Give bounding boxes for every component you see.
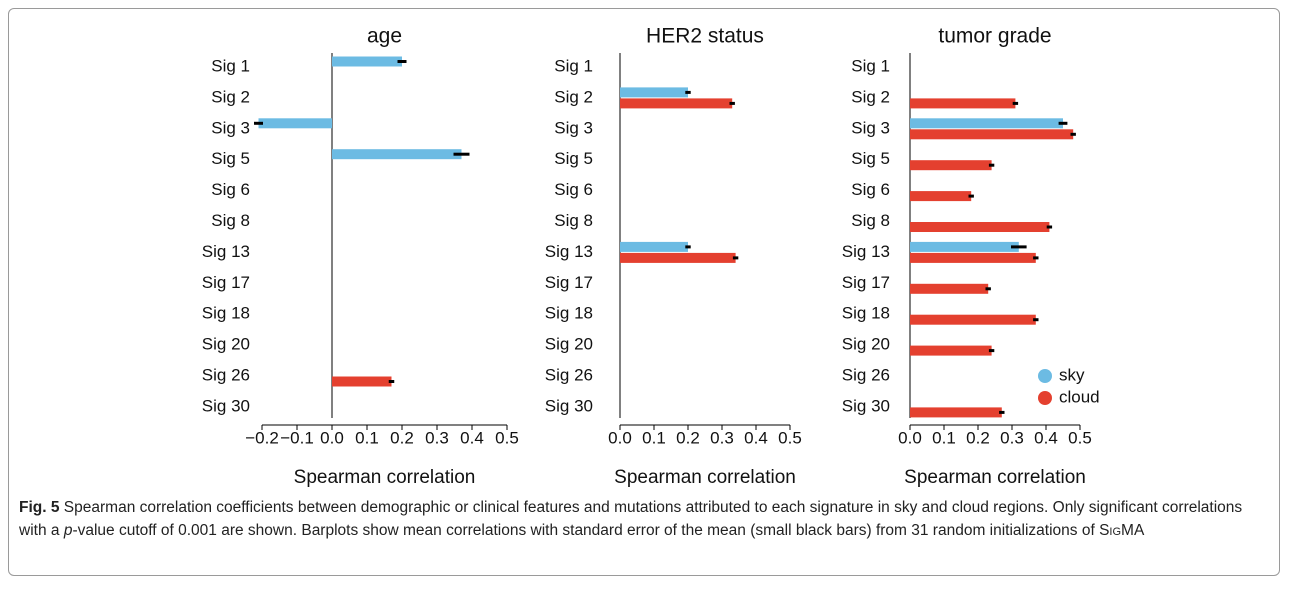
y-tick-label: Sig 8 xyxy=(851,211,890,230)
x-tick-label: 0.5 xyxy=(1068,428,1092,447)
x-tick-label: 0.3 xyxy=(425,428,449,447)
bar xyxy=(910,252,1036,263)
y-tick-label: Sig 30 xyxy=(842,396,890,415)
legend-label: cloud xyxy=(1059,387,1100,406)
bar xyxy=(910,222,1050,232)
bar xyxy=(910,283,989,294)
x-tick-label: 0.5 xyxy=(495,428,519,447)
y-tick-label: Sig 26 xyxy=(842,365,890,384)
bar xyxy=(910,118,1063,129)
caption-label: Fig. 5 xyxy=(19,499,60,516)
legend-label: sky xyxy=(1059,365,1085,384)
y-tick-label: Sig 30 xyxy=(545,396,593,415)
y-tick-label: Sig 2 xyxy=(554,87,593,106)
figure: age Spearman correlation −0.2 −0.1 0.0 0.1 0.2… xyxy=(202,25,1100,488)
bar xyxy=(910,129,1074,140)
x-tick-label: 0.5 xyxy=(778,428,802,447)
x-tick-label: 0.3 xyxy=(710,428,734,447)
caption-software: SigMA xyxy=(1099,522,1145,539)
y-tick-label: Sig 30 xyxy=(202,396,250,415)
y-tick-label: Sig 18 xyxy=(545,304,593,323)
x-tick-label: −0.1 xyxy=(280,428,314,447)
caption-text: Spearman correlation coefficients betwee… xyxy=(19,499,1243,539)
x-axis-label: Spearman correlation xyxy=(614,467,796,488)
legend-marker xyxy=(1038,391,1052,405)
chart-title: age xyxy=(367,25,402,48)
y-tick-label: Sig 13 xyxy=(842,242,890,261)
y-tick-label: Sig 2 xyxy=(211,87,250,106)
y-tick-label: Sig 20 xyxy=(202,335,250,354)
y-tick-label: Sig 20 xyxy=(842,335,890,354)
x-tick-label: 0.4 xyxy=(1034,428,1058,447)
y-tick-label: Sig 1 xyxy=(851,56,890,75)
y-tick-label: Sig 17 xyxy=(202,273,250,292)
bar xyxy=(910,191,972,202)
caption-text: -value cutoff of 0.001 are shown. Barplo… xyxy=(72,522,1100,539)
bar xyxy=(620,98,733,109)
y-tick-label: Sig 6 xyxy=(211,180,250,199)
x-tick-label: 0.0 xyxy=(898,428,922,447)
bar xyxy=(332,149,462,160)
x-tick-label: 0.4 xyxy=(460,428,484,447)
y-tick-label: Sig 18 xyxy=(842,304,890,323)
x-axis-label: Spearman correlation xyxy=(294,467,476,488)
x-tick-label: 0.3 xyxy=(1000,428,1024,447)
x-tick-label: 0.2 xyxy=(966,428,990,447)
y-tick-label: Sig 13 xyxy=(202,242,250,261)
figure-frame xyxy=(8,8,1280,576)
y-tick-label: Sig 5 xyxy=(211,149,250,168)
bar xyxy=(910,160,992,171)
bar xyxy=(910,98,1016,109)
bar xyxy=(620,87,688,98)
y-tick-label: Sig 8 xyxy=(211,211,250,230)
y-tick-label: Sig 6 xyxy=(851,180,890,199)
x-tick-label: 0.1 xyxy=(642,428,666,447)
bar xyxy=(910,345,992,356)
bar xyxy=(258,118,332,129)
caption-italic: p xyxy=(63,522,73,539)
y-tick-label: Sig 26 xyxy=(202,365,250,384)
bar xyxy=(332,56,402,67)
y-tick-label: Sig 17 xyxy=(545,273,593,292)
x-axis-label: Spearman correlation xyxy=(904,467,1086,488)
bar xyxy=(910,241,1019,252)
x-tick-label: 0.4 xyxy=(744,428,768,447)
bar xyxy=(620,252,736,263)
y-tick-label: Sig 17 xyxy=(842,273,890,292)
x-tick-label: 0.1 xyxy=(932,428,956,447)
x-tick-label: 0.2 xyxy=(676,428,700,447)
y-tick-label: Sig 5 xyxy=(851,149,890,168)
y-tick-label: Sig 3 xyxy=(851,118,890,137)
x-tick-label: 0.2 xyxy=(390,428,414,447)
y-tick-label: Sig 6 xyxy=(554,180,593,199)
x-tick-label: −0.2 xyxy=(245,428,279,447)
y-tick-label: Sig 2 xyxy=(851,87,890,106)
chart-title: tumor grade xyxy=(938,25,1051,48)
bar xyxy=(910,407,1002,418)
bar xyxy=(620,241,688,252)
bar xyxy=(332,376,392,387)
x-tick-label: 0.0 xyxy=(320,428,344,447)
legend-marker xyxy=(1038,369,1052,383)
y-tick-label: Sig 1 xyxy=(211,56,250,75)
chart-title: HER2 status xyxy=(646,25,764,48)
caption: Fig. 5 Spearman correlation coefficients… xyxy=(19,496,1269,542)
y-tick-label: Sig 8 xyxy=(554,211,593,230)
y-tick-label: Sig 18 xyxy=(202,304,250,323)
y-tick-label: Sig 1 xyxy=(554,56,593,75)
y-tick-label: Sig 3 xyxy=(211,118,250,137)
y-tick-label: Sig 26 xyxy=(545,365,593,384)
x-tick-label: 0.0 xyxy=(608,428,632,447)
y-tick-label: Sig 20 xyxy=(545,335,593,354)
bar xyxy=(910,314,1036,325)
x-tick-label: 0.1 xyxy=(355,428,379,447)
y-tick-label: Sig 3 xyxy=(554,118,593,137)
y-tick-label: Sig 5 xyxy=(554,149,593,168)
y-tick-label: Sig 13 xyxy=(545,242,593,261)
